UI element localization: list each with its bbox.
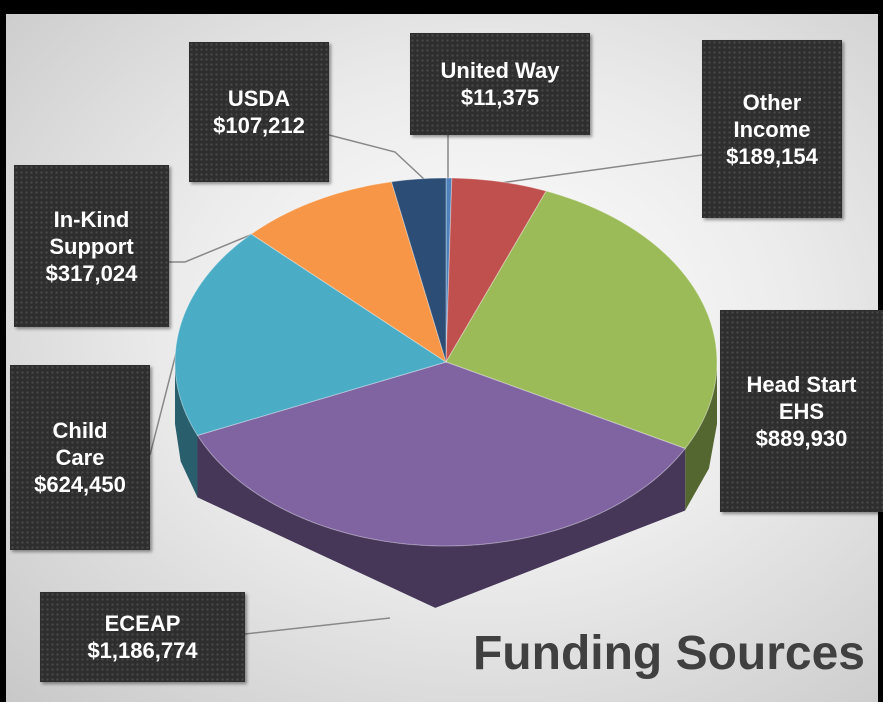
- data-label: USDA $107,212: [189, 42, 329, 182]
- data-label: Other Income $189,154: [702, 40, 842, 218]
- slice: [390, 177, 447, 363]
- label-category: In-Kind Support: [49, 206, 134, 259]
- slice: [250, 181, 447, 364]
- pie-tops: [174, 177, 718, 547]
- leader-line: [244, 617, 391, 635]
- label-category: ECEAP: [104, 611, 181, 636]
- label-category: United Way: [440, 58, 560, 83]
- data-label: Child Care $624,450: [10, 365, 150, 550]
- data-label: ECEAP $1,186,774: [40, 592, 245, 682]
- leader-line: [169, 225, 273, 263]
- label-value: $1,186,774: [87, 638, 198, 663]
- label-value: $189,154: [726, 143, 818, 169]
- data-label: In-Kind Support $317,024: [14, 165, 169, 327]
- slice-side: [175, 362, 198, 498]
- slice-side: [685, 362, 717, 511]
- label-value: $624,450: [34, 472, 126, 497]
- leader-line: [499, 154, 703, 184]
- pie-sides: [175, 362, 717, 608]
- data-label: Head Start EHS $889,930: [720, 310, 883, 512]
- leader-lines: [149, 134, 703, 635]
- label-value: $107,212: [213, 113, 305, 138]
- chart-title: Funding Sources: [472, 627, 865, 680]
- label-category: USDA: [227, 86, 291, 111]
- slice: [445, 190, 718, 450]
- slice: [196, 361, 687, 547]
- label-category: Child Care: [52, 418, 108, 470]
- label-category: Other Income: [733, 89, 811, 142]
- slice-side: [197, 435, 686, 608]
- label-value: $317,024: [45, 260, 138, 286]
- label-category: Head Start EHS: [746, 371, 857, 424]
- label-value: $889,930: [755, 425, 848, 451]
- slice: [174, 233, 448, 436]
- label-value: $11,375: [460, 85, 540, 110]
- slice: [445, 177, 547, 363]
- data-label: United Way $11,375: [410, 33, 590, 135]
- leader-line: [328, 134, 426, 181]
